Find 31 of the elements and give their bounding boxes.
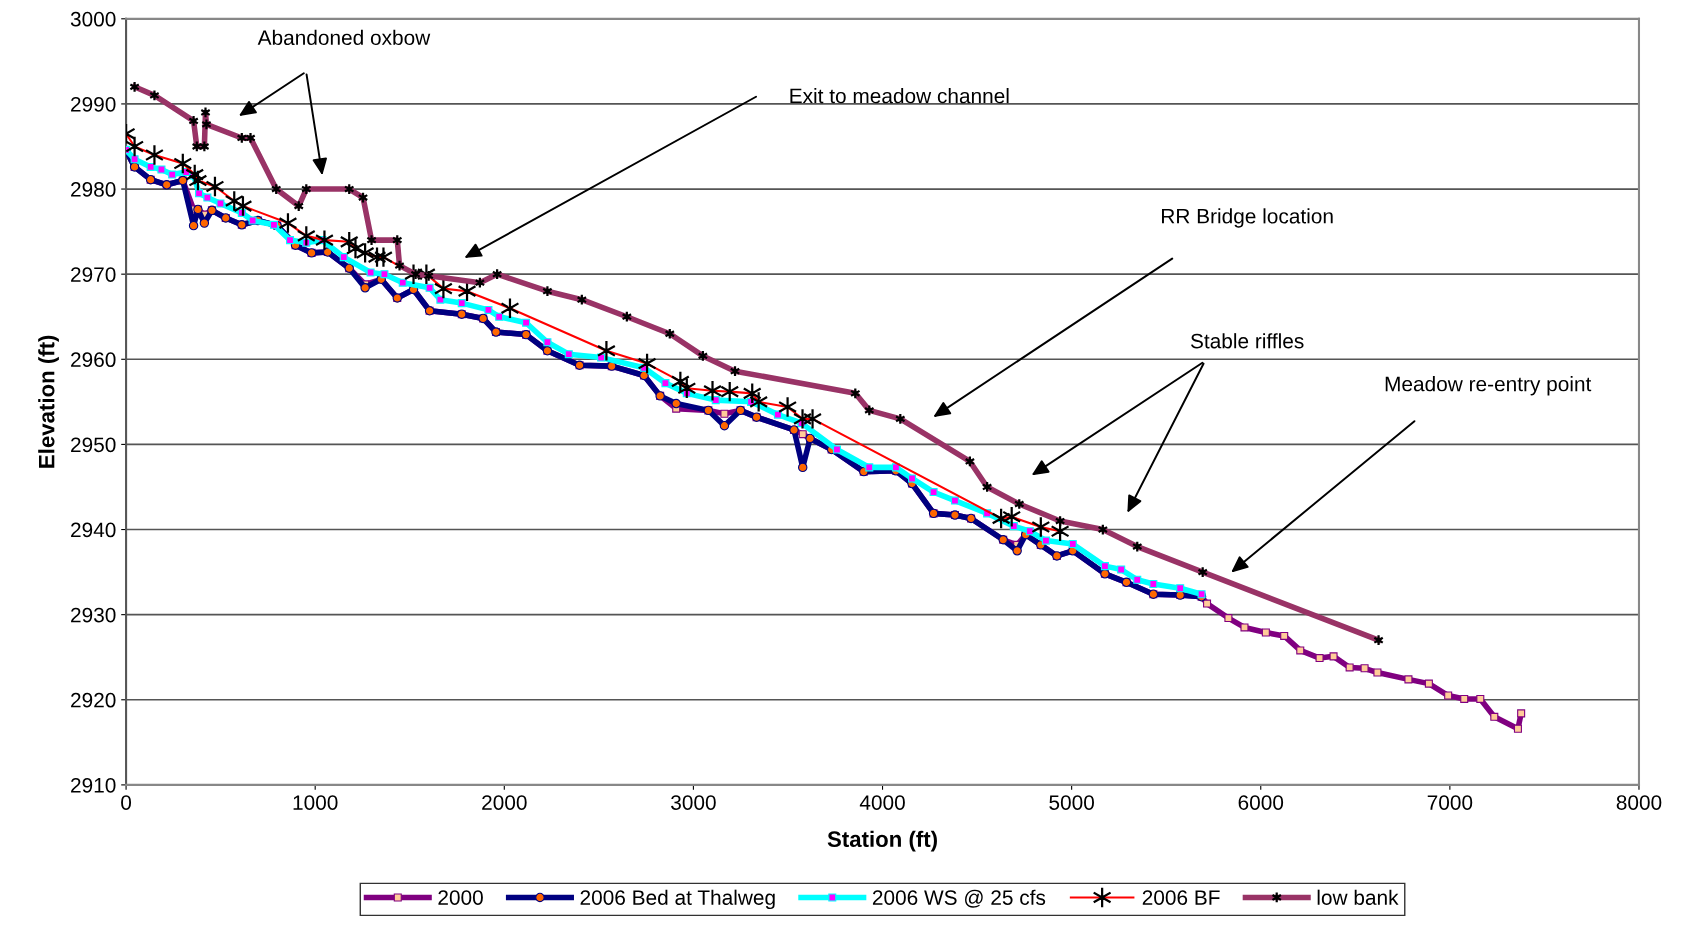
legend-label: 2006 WS @ 25 cfs — [872, 889, 1046, 908]
y-tick-label: 2980 — [71, 182, 116, 197]
legend-label: low bank — [1317, 889, 1399, 905]
x-tick-label: 6000 — [1238, 795, 1284, 810]
annotation: Meadow re-entry point — [1385, 376, 1592, 396]
x-axis-title: Station (ft) — [827, 830, 937, 852]
annotation: Abandoned oxbow — [257, 29, 431, 46]
x-tick-label: 4000 — [859, 795, 905, 810]
y-tick-label: 2990 — [71, 96, 116, 112]
x-tick-label: 0 — [121, 795, 132, 810]
x-tick-label: 3000 — [671, 795, 716, 810]
y-axis-title: Elevation (ft) — [38, 335, 59, 468]
y-tick-label: 2970 — [71, 267, 116, 282]
legend-label: 2006 BF — [1142, 890, 1220, 905]
y-tick-label: 2960 — [71, 352, 116, 368]
x-tick-label: 2000 — [482, 795, 527, 810]
y-tick-label: 2950 — [71, 437, 116, 453]
y-tick-label: 2930 — [71, 607, 116, 623]
annotation: Stable riffles — [1190, 333, 1304, 349]
annotation: Exit to meadow channel — [790, 88, 1009, 104]
y-tick-label: 2910 — [71, 777, 116, 793]
y-tick-label: 2920 — [71, 692, 116, 708]
annotation: RR Bridge location — [1162, 208, 1333, 228]
x-tick-label: 8000 — [1616, 795, 1662, 810]
legend-label: 2006 Bed at Thalweg — [580, 889, 775, 910]
x-tick-label: 5000 — [1049, 795, 1094, 810]
x-tick-label: 7000 — [1427, 795, 1473, 810]
x-tick-label: 1000 — [293, 795, 338, 810]
y-tick-label: 3000 — [70, 11, 116, 27]
y-tick-label: 2940 — [71, 522, 116, 538]
legend-label: 2000 — [438, 890, 483, 905]
